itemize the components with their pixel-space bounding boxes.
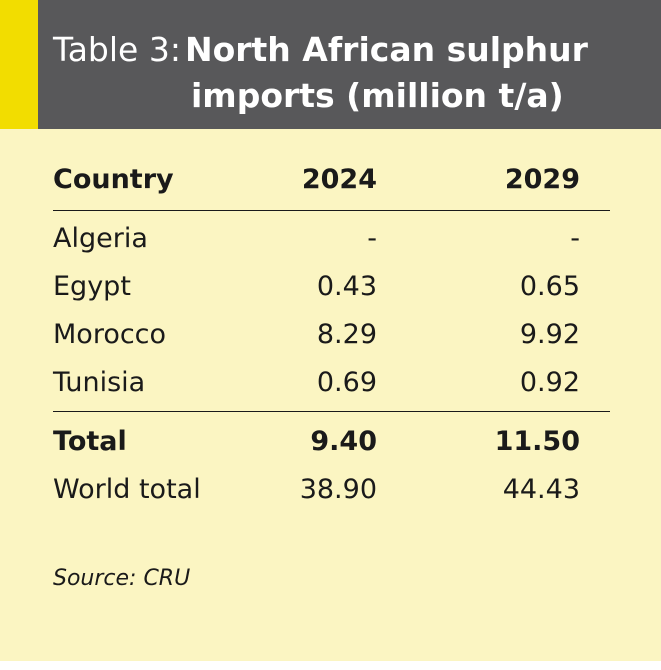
data-table: Country 2024 2029 Algeria - - Egypt 0.43… <box>53 160 610 518</box>
value-2024-cell: 8.29 <box>316 319 377 350</box>
value-2029-cell: - <box>570 223 580 254</box>
table-row: Tunisia 0.69 0.92 <box>53 363 610 411</box>
column-header-2029: 2029 <box>504 164 580 195</box>
table-header-row: Country 2024 2029 <box>53 160 610 210</box>
value-2024-cell: - <box>367 223 377 254</box>
total-2024: 9.40 <box>310 426 377 457</box>
title-prefix: Table 3: <box>53 30 181 69</box>
total-label: Total <box>53 426 127 457</box>
column-header-country: Country <box>53 164 174 195</box>
value-2029-cell: 0.92 <box>519 367 580 398</box>
country-cell: Tunisia <box>53 367 146 398</box>
value-2029-cell: 0.65 <box>519 271 580 302</box>
total-2029: 11.50 <box>494 426 580 457</box>
table-header: Table 3: North African sulphur imports (m… <box>0 0 661 129</box>
source-note: Source: CRU <box>53 566 191 591</box>
country-cell: Egypt <box>53 271 131 302</box>
title-line-2: imports (million t/a) <box>191 76 564 115</box>
world-total-2029: 44.43 <box>502 474 580 505</box>
country-cell: Morocco <box>53 319 167 350</box>
total-divider <box>53 411 610 412</box>
world-total-2024: 38.90 <box>299 474 377 505</box>
table-row: Morocco 8.29 9.92 <box>53 315 610 363</box>
world-total-row: World total 38.90 44.43 <box>53 470 610 518</box>
table-row: Egypt 0.43 0.65 <box>53 267 610 315</box>
total-row: Total 9.40 11.50 <box>53 422 610 470</box>
column-header-2024: 2024 <box>301 164 377 195</box>
table-title: Table 3: North African sulphur imports (m… <box>53 27 588 119</box>
header-divider <box>53 210 610 211</box>
table-row: Algeria - - <box>53 219 610 267</box>
value-2029-cell: 9.92 <box>519 319 580 350</box>
accent-bar <box>0 0 38 129</box>
world-total-label: World total <box>53 474 201 505</box>
title-line-1: North African sulphur <box>184 30 588 69</box>
country-cell: Algeria <box>53 223 148 254</box>
value-2024-cell: 0.43 <box>316 271 377 302</box>
value-2024-cell: 0.69 <box>316 367 377 398</box>
